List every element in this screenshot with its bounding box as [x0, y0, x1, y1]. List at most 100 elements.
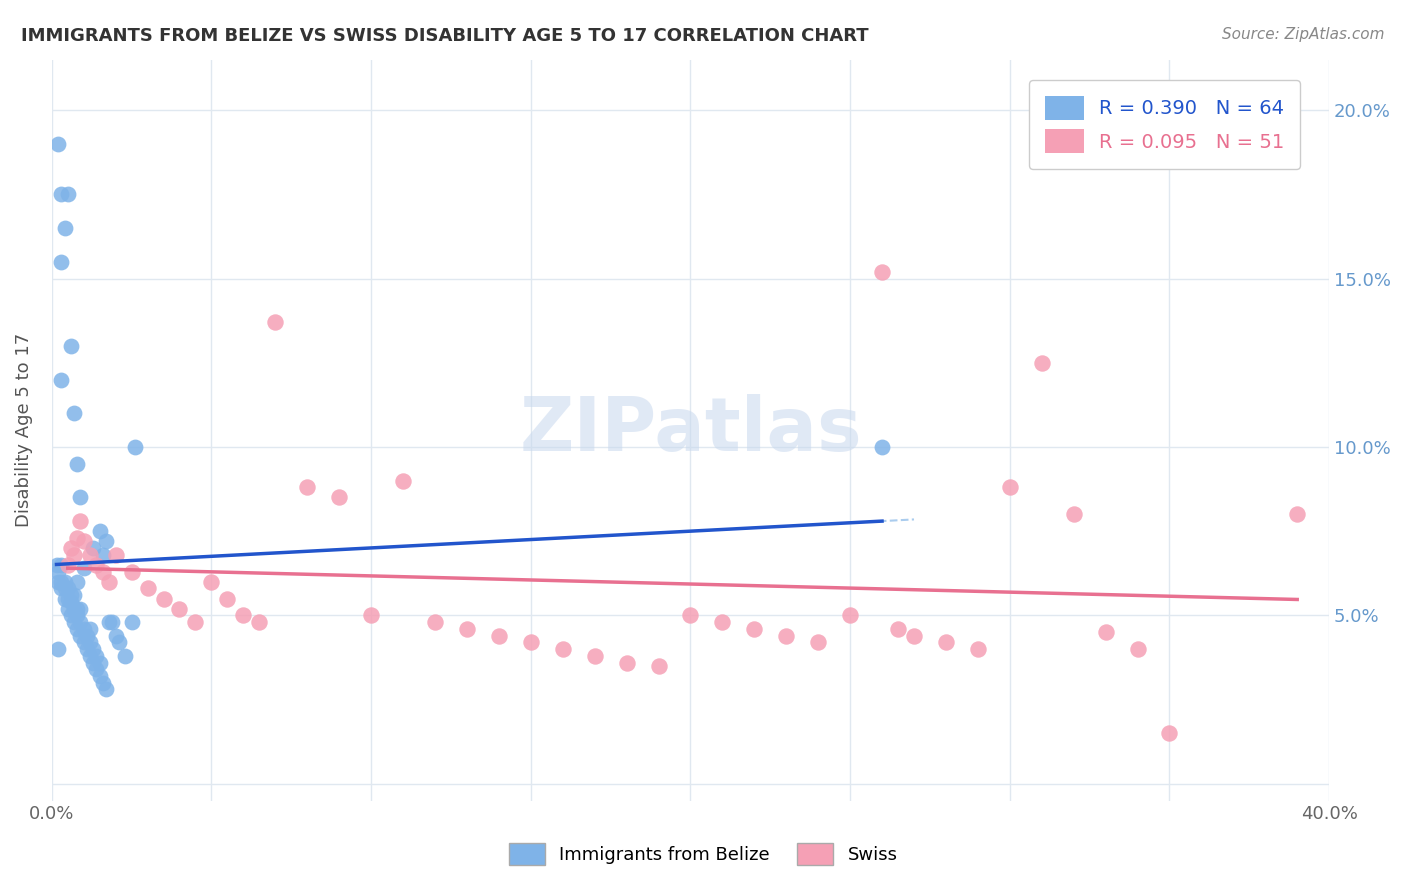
Point: [200, 574, 222, 589]
Point: [807, 635, 830, 649]
Point: [887, 622, 910, 636]
Point: [73, 635, 96, 649]
Point: [935, 635, 957, 649]
Point: [966, 642, 988, 657]
Point: [520, 635, 543, 649]
Point: [56, 591, 79, 606]
Point: [66, 531, 89, 545]
Point: [73, 534, 96, 549]
Point: [51, 254, 73, 268]
Point: [56, 187, 79, 202]
Point: [76, 642, 98, 657]
Point: [91, 548, 114, 562]
Point: [69, 601, 91, 615]
Point: [86, 558, 108, 572]
Point: [59, 541, 82, 555]
Point: [456, 622, 478, 636]
Point: [86, 662, 108, 676]
Point: [98, 615, 121, 629]
Point: [94, 682, 117, 697]
Point: [169, 601, 191, 615]
Point: [46, 565, 69, 579]
Point: [79, 648, 101, 663]
Point: [360, 608, 382, 623]
Point: [69, 514, 91, 528]
Point: [121, 565, 143, 579]
Point: [53, 582, 76, 596]
Point: [89, 656, 111, 670]
Point: [232, 608, 254, 623]
Point: [51, 558, 73, 572]
Point: [56, 582, 79, 596]
Point: [104, 629, 127, 643]
Point: [1286, 508, 1309, 522]
Point: [108, 635, 131, 649]
Point: [328, 491, 350, 505]
Point: [903, 629, 925, 643]
Point: [79, 548, 101, 562]
Point: [69, 629, 91, 643]
Point: [711, 615, 734, 629]
Point: [56, 601, 79, 615]
Point: [53, 591, 76, 606]
Point: [91, 675, 114, 690]
Text: Source: ZipAtlas.com: Source: ZipAtlas.com: [1222, 27, 1385, 42]
Point: [66, 608, 89, 623]
Point: [73, 622, 96, 636]
Point: [839, 608, 862, 623]
Point: [94, 534, 117, 549]
Point: [616, 656, 638, 670]
Point: [1094, 625, 1116, 640]
Point: [392, 474, 415, 488]
Point: [184, 615, 207, 629]
Point: [66, 457, 89, 471]
Point: [98, 574, 121, 589]
Point: [86, 648, 108, 663]
Point: [79, 635, 101, 649]
Point: [998, 480, 1021, 494]
Point: [247, 615, 270, 629]
Point: [583, 648, 606, 663]
Point: [217, 591, 239, 606]
Point: [51, 187, 73, 202]
Point: [91, 565, 114, 579]
Point: [104, 548, 127, 562]
Point: [89, 669, 111, 683]
Point: [423, 615, 446, 629]
Legend: Immigrants from Belize, Swiss: Immigrants from Belize, Swiss: [499, 834, 907, 874]
Point: [46, 574, 69, 589]
Point: [63, 615, 86, 629]
Point: [45, 558, 67, 572]
Point: [59, 339, 82, 353]
Text: IMMIGRANTS FROM BELIZE VS SWISS DISABILITY AGE 5 TO 17 CORRELATION CHART: IMMIGRANTS FROM BELIZE VS SWISS DISABILI…: [21, 27, 869, 45]
Point: [66, 601, 89, 615]
Point: [82, 656, 104, 670]
Point: [82, 541, 104, 555]
Point: [679, 608, 702, 623]
Point: [69, 615, 91, 629]
Point: [63, 588, 86, 602]
Point: [136, 582, 159, 596]
Point: [89, 524, 111, 538]
Point: [63, 601, 86, 615]
Point: [51, 582, 73, 596]
Point: [152, 591, 174, 606]
Point: [1126, 642, 1149, 657]
Point: [1063, 508, 1085, 522]
Point: [264, 315, 287, 329]
Point: [488, 629, 510, 643]
Point: [69, 491, 91, 505]
Point: [870, 265, 893, 279]
Point: [59, 608, 82, 623]
Point: [1031, 356, 1053, 370]
Point: [870, 440, 893, 454]
Point: [775, 629, 797, 643]
Point: [647, 659, 669, 673]
Point: [66, 622, 89, 636]
Point: [742, 622, 765, 636]
Point: [66, 574, 89, 589]
Point: [51, 574, 73, 589]
Point: [297, 480, 319, 494]
Point: [114, 648, 136, 663]
Point: [53, 221, 76, 235]
